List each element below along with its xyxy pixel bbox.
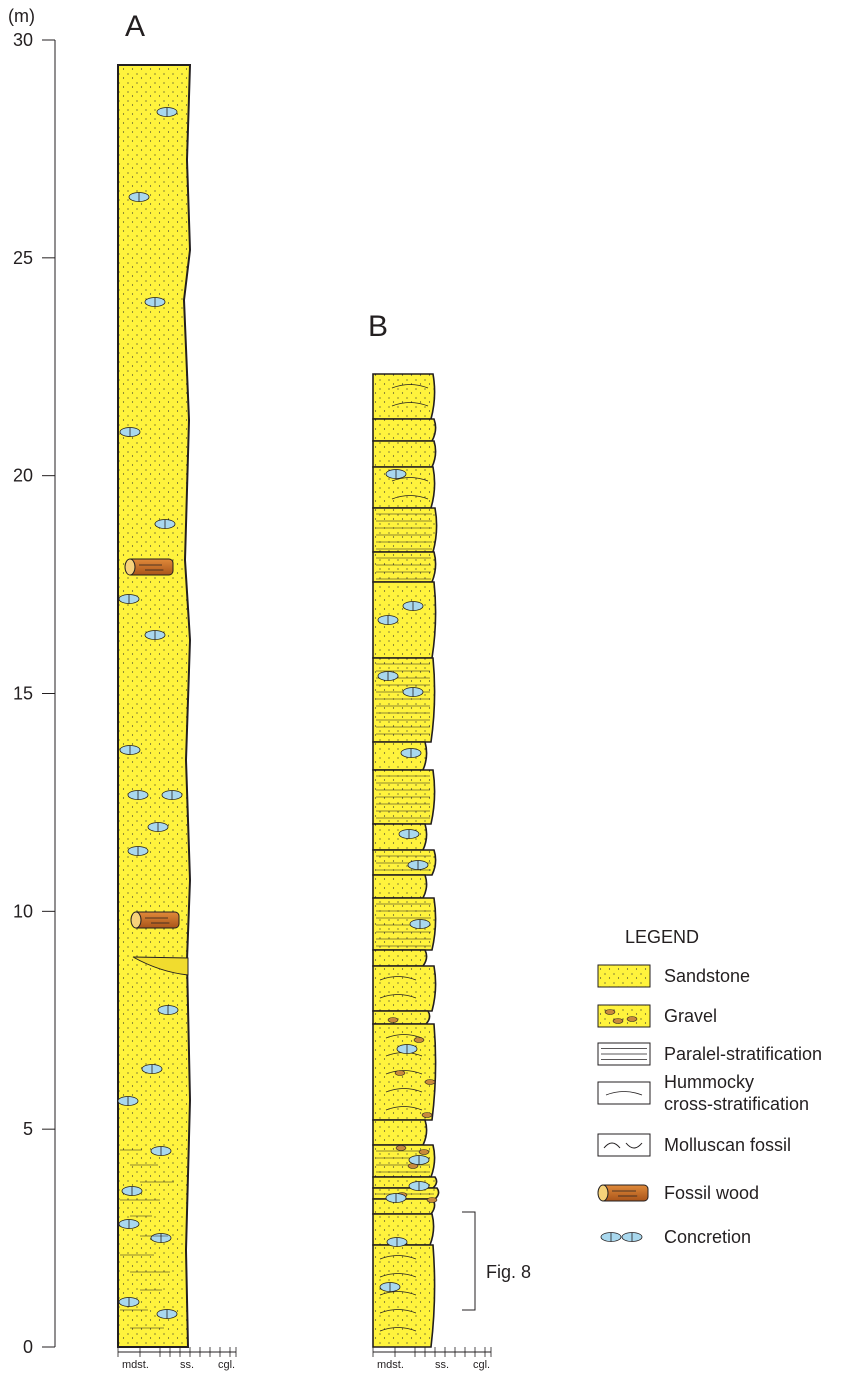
bed xyxy=(373,658,435,742)
gravel xyxy=(395,1071,405,1076)
legend-swatch xyxy=(598,1005,650,1027)
legend-label: Paralel-stratification xyxy=(664,1044,822,1064)
stratigraphic-columns: (m) A B LEGEND Fig. 8 mdst. ss. cgl. mdst. s… xyxy=(0,0,856,1374)
gravel xyxy=(627,1017,637,1022)
gravel xyxy=(605,1010,615,1015)
legend-label: Concretion xyxy=(664,1227,751,1247)
grain-size-label: mdst. xyxy=(122,1359,149,1371)
bed xyxy=(373,966,436,1011)
legend-label: Fossil wood xyxy=(664,1183,759,1203)
axis-unit: (m) xyxy=(8,6,35,26)
tick-label: 30 xyxy=(13,30,33,50)
annotation: Fig. 8 xyxy=(486,1262,531,1282)
column-a xyxy=(118,65,190,1347)
gravel xyxy=(425,1080,435,1085)
column-label: A xyxy=(125,10,145,43)
bed xyxy=(373,950,427,966)
column-a-body xyxy=(118,65,190,1347)
grain-size-label: mdst. xyxy=(377,1359,404,1371)
tick-label: 15 xyxy=(13,684,33,704)
fossil-wood-end xyxy=(131,912,141,928)
tick-label: 5 xyxy=(23,1119,33,1139)
gravel xyxy=(414,1038,424,1043)
legend-swatch xyxy=(598,1134,650,1156)
grain-size-scale: mdst. ss. cgl. xyxy=(373,1347,491,1371)
bed xyxy=(373,824,427,850)
bed xyxy=(373,419,436,441)
tick-label: 10 xyxy=(13,901,33,921)
legend-label: cross-stratification xyxy=(664,1094,809,1114)
artwork: mdst. ss. cgl. mdst. ss. cgl. Sandstone Gravel P… xyxy=(118,65,822,1371)
column-label: B xyxy=(368,310,388,343)
bed xyxy=(373,441,436,467)
grain-size-label: ss. xyxy=(180,1359,194,1371)
gravel xyxy=(419,1150,429,1155)
bed xyxy=(373,875,427,898)
gravel xyxy=(388,1018,398,1023)
bed xyxy=(373,374,435,419)
bed xyxy=(373,552,436,582)
tick-label: 25 xyxy=(13,248,33,268)
fossil-wood-end xyxy=(125,559,135,575)
grain-size-label: cgl. xyxy=(473,1359,490,1371)
legend-label: Molluscan fossil xyxy=(664,1135,791,1155)
tick-label: 0 xyxy=(23,1337,33,1357)
gravel xyxy=(613,1019,623,1024)
legend-swatch xyxy=(598,1082,650,1104)
bed xyxy=(373,1120,427,1145)
gravel xyxy=(427,1198,437,1203)
grain-size-label: ss. xyxy=(435,1359,449,1371)
bracket xyxy=(462,1212,475,1310)
legend-label: Gravel xyxy=(664,1006,717,1026)
legend-swatch xyxy=(598,965,650,987)
legend: Sandstone Gravel Paralel-stratification Hum… xyxy=(598,965,822,1247)
bed xyxy=(373,1245,435,1347)
bed xyxy=(373,1011,430,1024)
legend-title: LEGEND xyxy=(625,927,699,947)
gravel xyxy=(396,1146,406,1151)
fossil-wood-end xyxy=(598,1185,608,1201)
column-b xyxy=(373,374,439,1347)
bed xyxy=(373,508,437,552)
grain-size-scale: mdst. ss. cgl. xyxy=(118,1347,236,1371)
legend-label: Hummocky xyxy=(664,1072,754,1092)
gravel xyxy=(422,1113,432,1118)
legend-label: Sandstone xyxy=(664,966,750,986)
tick-label: 20 xyxy=(13,466,33,486)
grain-size-label: cgl. xyxy=(218,1359,235,1371)
